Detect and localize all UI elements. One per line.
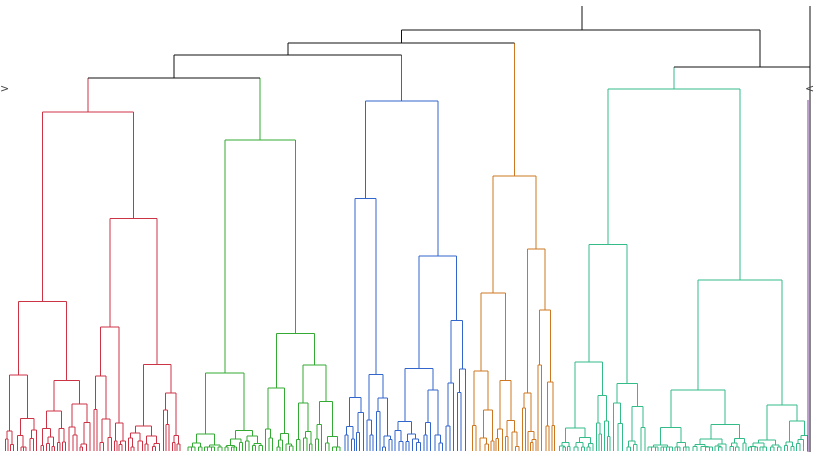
collapse-left-handle[interactable]: > xyxy=(0,82,10,95)
collapse-right-handle[interactable]: < xyxy=(805,82,815,95)
dendrogram-links xyxy=(5,6,811,452)
